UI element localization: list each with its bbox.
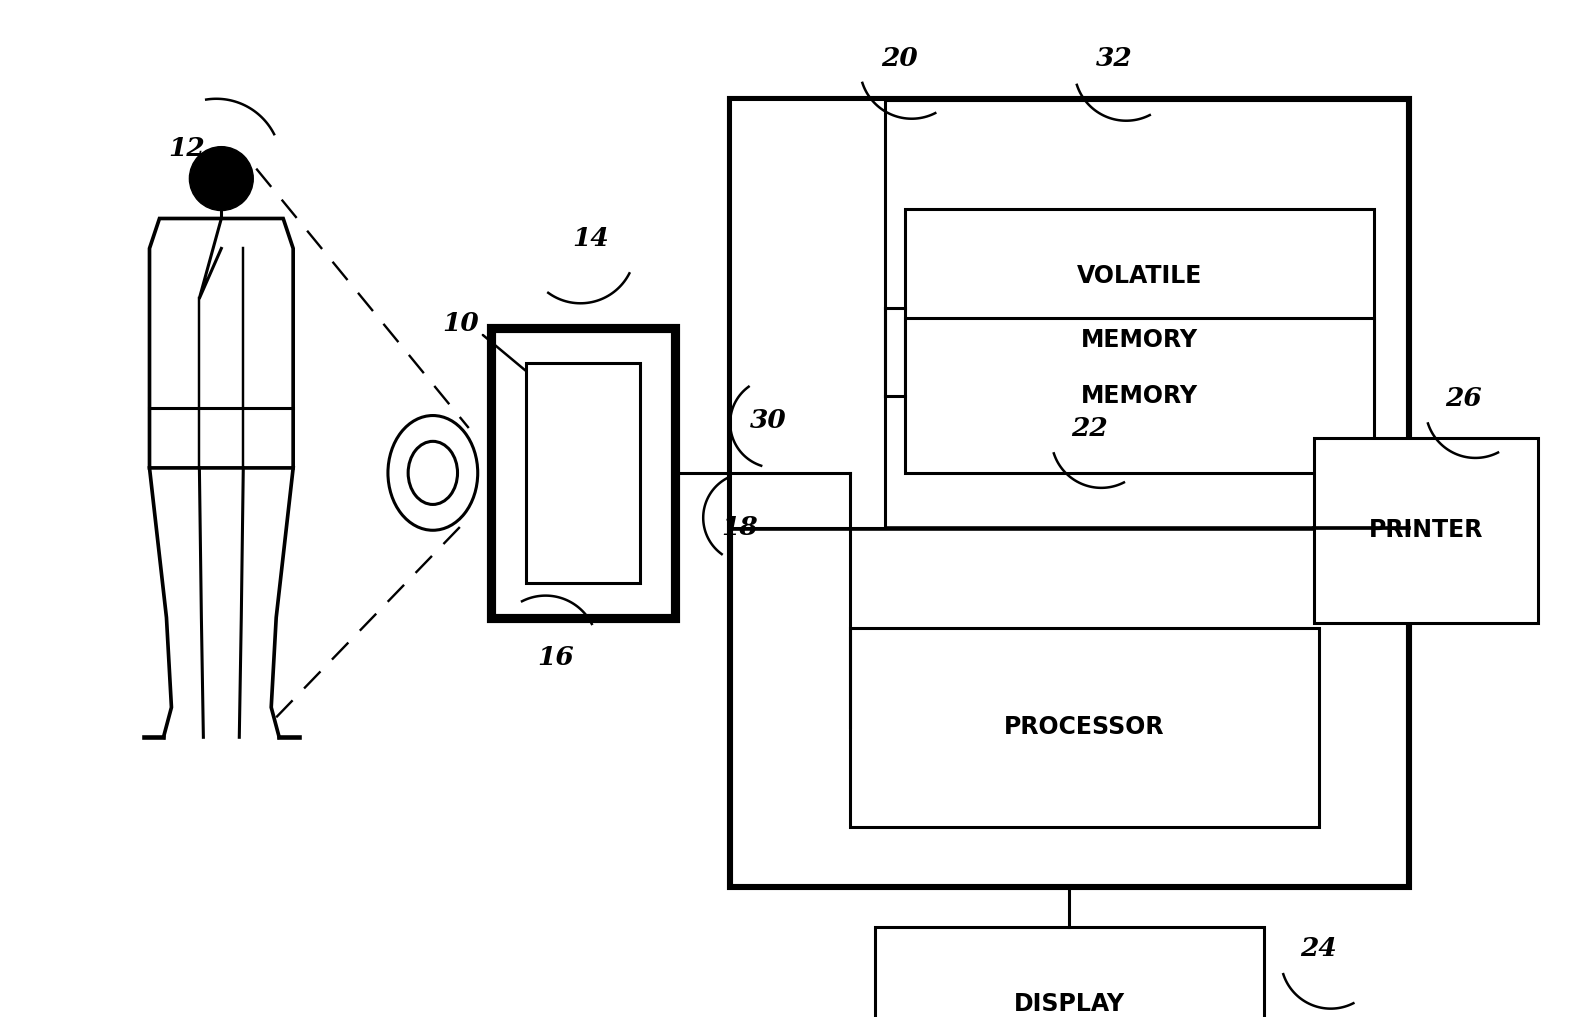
Bar bbox=[490, 328, 676, 618]
Text: MEMORY: MEMORY bbox=[1081, 383, 1198, 408]
Text: 10: 10 bbox=[443, 311, 479, 335]
Text: 16: 16 bbox=[538, 645, 574, 669]
Bar bbox=[731, 99, 884, 528]
Text: 18: 18 bbox=[721, 516, 758, 540]
Bar bbox=[1313, 438, 1538, 623]
Text: 26: 26 bbox=[1444, 385, 1482, 411]
Bar bbox=[525, 363, 641, 583]
Text: 12: 12 bbox=[168, 137, 204, 161]
Bar bbox=[850, 628, 1319, 827]
Text: MEMORY: MEMORY bbox=[1081, 328, 1198, 353]
Text: 14: 14 bbox=[573, 226, 609, 251]
Ellipse shape bbox=[408, 441, 457, 504]
Bar bbox=[905, 318, 1373, 473]
Text: 24: 24 bbox=[1300, 936, 1337, 961]
Text: 30: 30 bbox=[750, 408, 786, 432]
Text: PROCESSOR: PROCESSOR bbox=[1005, 715, 1164, 740]
Circle shape bbox=[190, 147, 253, 211]
Bar bbox=[875, 927, 1264, 1019]
Text: VOLATILE: VOLATILE bbox=[1076, 264, 1202, 288]
Text: PRINTER: PRINTER bbox=[1368, 519, 1484, 542]
Text: DISPLAY: DISPLAY bbox=[1014, 993, 1125, 1016]
Ellipse shape bbox=[388, 416, 478, 530]
Text: 32: 32 bbox=[1096, 46, 1133, 71]
Bar bbox=[731, 99, 1408, 887]
Bar bbox=[905, 209, 1373, 408]
Text: 22: 22 bbox=[1071, 416, 1107, 440]
Text: 20: 20 bbox=[881, 46, 918, 71]
